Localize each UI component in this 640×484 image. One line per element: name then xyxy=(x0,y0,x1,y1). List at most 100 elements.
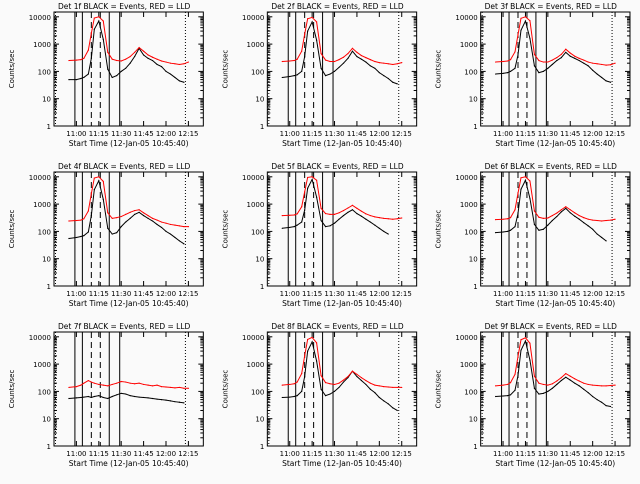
data-point-lld xyxy=(68,386,70,389)
data-point-lld xyxy=(601,220,603,222)
data-point-events xyxy=(560,379,562,382)
data-point-events xyxy=(116,232,118,234)
data-point-events xyxy=(142,396,145,399)
data-point-events xyxy=(387,403,389,405)
data-point-lld xyxy=(614,384,616,386)
data-point-events xyxy=(514,389,516,391)
y-tick-label: 10 xyxy=(42,96,51,104)
data-point-lld xyxy=(160,385,163,388)
data-point-lld xyxy=(551,214,553,217)
data-point-events xyxy=(551,63,553,66)
data-point-lld xyxy=(601,385,603,387)
data-point-events xyxy=(293,395,295,398)
data-point-events xyxy=(338,218,340,220)
data-point-lld xyxy=(592,384,594,386)
data-point-events xyxy=(524,340,527,342)
data-point-events xyxy=(87,395,89,398)
y-tick-label: 10000 xyxy=(242,14,264,22)
y-tick-label: 100 xyxy=(464,388,477,396)
series-line-events xyxy=(495,178,607,242)
data-point-events xyxy=(542,228,544,230)
data-point-lld xyxy=(289,60,291,62)
data-point-lld xyxy=(538,59,540,62)
data-point-events xyxy=(609,81,612,83)
y-tick-label: 100 xyxy=(251,68,264,76)
data-point-events xyxy=(80,77,82,80)
x-tick-label: 11:30 xyxy=(111,450,131,458)
data-point-events xyxy=(80,396,82,399)
x-tick-label: 12:15 xyxy=(392,290,412,298)
data-point-lld xyxy=(560,209,562,211)
data-point-events xyxy=(383,75,385,77)
data-point-lld xyxy=(174,63,176,65)
data-point-lld xyxy=(90,32,92,34)
series-line-lld xyxy=(495,337,616,387)
data-point-events xyxy=(165,70,167,73)
data-point-events xyxy=(605,240,607,242)
data-point-lld xyxy=(509,382,512,384)
data-point-events xyxy=(183,81,185,83)
series-line-events xyxy=(282,178,389,235)
data-point-events xyxy=(289,226,291,229)
data-point-lld xyxy=(160,60,163,62)
x-tick-label: 11:30 xyxy=(324,130,344,138)
data-point-lld xyxy=(369,214,371,217)
data-point-events xyxy=(178,401,181,403)
data-point-lld xyxy=(307,176,309,179)
data-point-lld xyxy=(111,383,113,386)
data-point-events xyxy=(369,388,371,390)
data-point-events xyxy=(125,393,127,395)
data-point-lld xyxy=(542,383,544,386)
data-point-lld xyxy=(329,60,331,63)
data-point-events xyxy=(560,57,562,59)
data-point-lld xyxy=(533,53,536,55)
data-point-lld xyxy=(547,61,549,63)
data-point-lld xyxy=(517,192,519,194)
data-point-events xyxy=(378,72,380,74)
x-tick-label: 12:00 xyxy=(583,130,603,138)
detector-panel-3: 1 10 100 1000 10000 11:00 11:15 11:30 11:45 12:00… xyxy=(435,2,631,148)
data-point-events xyxy=(129,217,131,219)
data-point-lld xyxy=(329,383,331,385)
data-point-events xyxy=(542,392,544,394)
data-point-events xyxy=(83,76,85,79)
data-point-lld xyxy=(392,386,394,389)
data-point-lld xyxy=(93,177,95,179)
data-point-events xyxy=(311,178,313,181)
data-point-events xyxy=(311,341,313,343)
data-point-lld xyxy=(596,63,598,65)
data-point-events xyxy=(538,393,540,395)
data-point-lld xyxy=(307,338,309,341)
data-point-events xyxy=(342,62,345,64)
data-point-events xyxy=(587,225,589,227)
data-point-events xyxy=(301,70,303,73)
detector-panel-1: 1 10 100 1000 10000 11:00 11:15 11:30 11:45 12:00… xyxy=(8,2,204,148)
x-tick-label: 11:00 xyxy=(66,450,86,458)
data-point-lld xyxy=(514,373,516,375)
x-axis-label: Start Time (12-Jan-05 10:45:40) xyxy=(495,299,615,308)
data-point-events xyxy=(509,70,512,73)
x-tick-label: 11:00 xyxy=(280,450,300,458)
data-point-lld xyxy=(183,225,185,228)
data-point-events xyxy=(107,227,109,229)
y-tick-label: 1000 xyxy=(33,41,51,49)
data-point-events xyxy=(134,213,136,215)
data-point-events xyxy=(565,207,567,209)
data-point-events xyxy=(111,233,113,235)
data-point-events xyxy=(520,188,522,190)
data-point-lld xyxy=(165,61,167,63)
data-point-events xyxy=(156,223,158,226)
y-tick-label: 10000 xyxy=(29,14,51,22)
data-point-events xyxy=(329,225,331,227)
data-point-events xyxy=(160,65,163,68)
data-point-lld xyxy=(120,60,122,62)
data-point-events xyxy=(311,21,313,23)
data-point-lld xyxy=(281,60,283,63)
data-point-events xyxy=(494,395,497,398)
data-point-lld xyxy=(98,176,100,178)
data-point-lld xyxy=(401,217,403,219)
data-point-events xyxy=(578,59,580,62)
data-point-lld xyxy=(392,63,394,66)
x-tick-label: 11:45 xyxy=(347,130,367,138)
data-point-lld xyxy=(605,385,607,387)
